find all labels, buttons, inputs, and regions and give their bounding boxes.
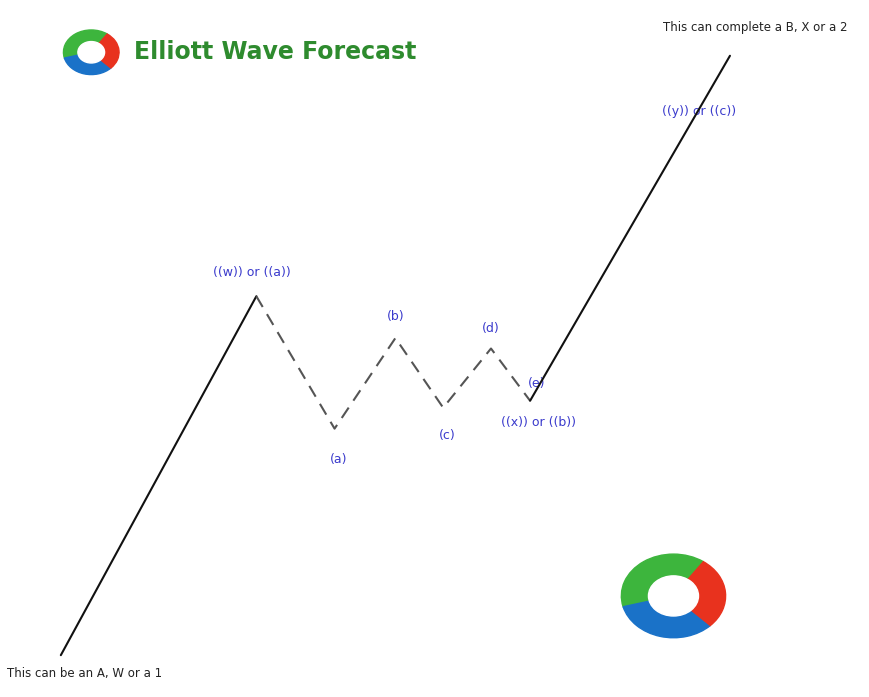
Wedge shape bbox=[64, 55, 111, 75]
Text: Elliott Wave Forecast: Elliott Wave Forecast bbox=[135, 40, 417, 64]
Text: ((w)) or ((a)): ((w)) or ((a)) bbox=[213, 266, 291, 279]
Text: This can be an A, W or a 1: This can be an A, W or a 1 bbox=[7, 666, 163, 680]
Text: ((x)) or ((b)): ((x)) or ((b)) bbox=[501, 416, 576, 429]
Text: ((y)) or ((c)): ((y)) or ((c)) bbox=[662, 105, 737, 118]
Circle shape bbox=[648, 576, 699, 616]
Text: (c): (c) bbox=[439, 429, 456, 442]
Wedge shape bbox=[623, 601, 710, 638]
Text: (d): (d) bbox=[482, 321, 500, 335]
Text: (a): (a) bbox=[330, 453, 348, 466]
Text: (e): (e) bbox=[528, 377, 546, 390]
Wedge shape bbox=[688, 562, 726, 625]
Wedge shape bbox=[63, 30, 107, 58]
Wedge shape bbox=[621, 554, 703, 607]
Circle shape bbox=[78, 42, 104, 63]
Text: (b): (b) bbox=[387, 309, 404, 323]
Wedge shape bbox=[99, 34, 119, 68]
Text: This can complete a B, X or a 2: This can complete a B, X or a 2 bbox=[663, 21, 847, 34]
